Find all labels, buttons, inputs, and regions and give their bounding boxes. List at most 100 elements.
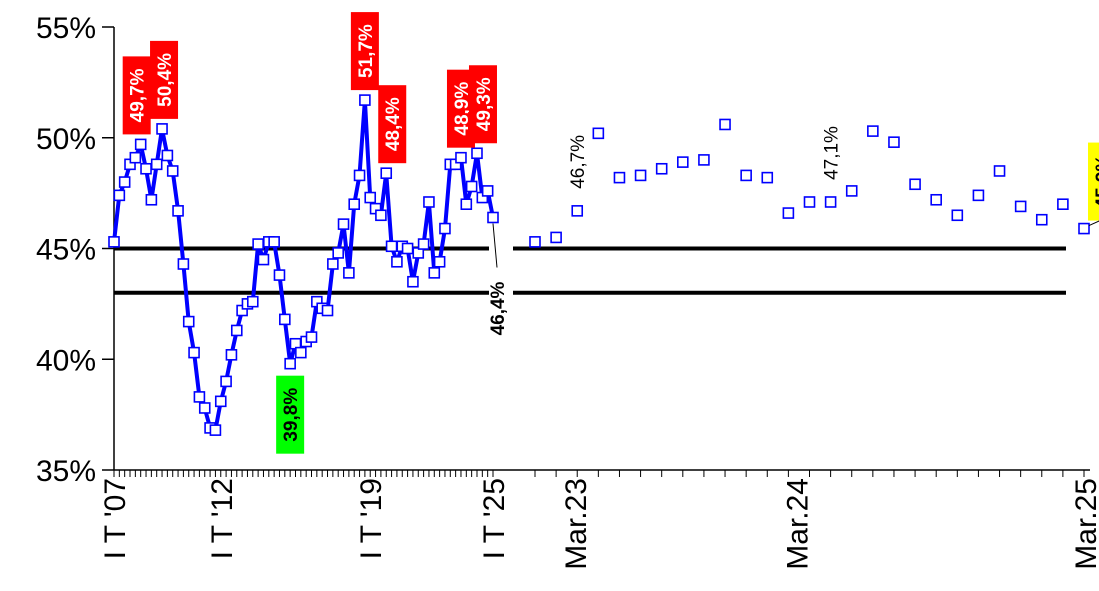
data-point <box>108 236 120 248</box>
data-label-box <box>468 65 497 144</box>
data-markers <box>108 94 1090 436</box>
leader-line <box>1088 220 1099 227</box>
data-point <box>1035 213 1048 226</box>
data-point <box>460 198 473 210</box>
data-point <box>246 295 259 308</box>
data-point <box>761 171 774 184</box>
data-point <box>428 267 441 279</box>
data-point <box>214 395 227 408</box>
data-point <box>284 357 296 370</box>
y-tick-label: 40% <box>36 344 96 377</box>
data-point <box>423 196 435 208</box>
y-tick-label: 45% <box>36 234 96 267</box>
data-point <box>172 205 184 217</box>
data-point <box>257 253 270 266</box>
data-point <box>465 180 478 193</box>
data-label: 50,4% <box>155 53 176 107</box>
data-label-box <box>1088 142 1099 221</box>
data-point <box>571 205 584 217</box>
data-point <box>193 391 206 403</box>
data-point <box>166 165 179 177</box>
data-point <box>161 149 174 162</box>
data-label: 47,1% <box>822 126 843 180</box>
x-tick-label: Mar.24 <box>781 478 814 570</box>
data-point <box>634 169 647 182</box>
data-point <box>803 196 816 208</box>
x-tick-label: I T '07 <box>99 478 132 559</box>
data-label-box <box>276 375 305 454</box>
data-point <box>375 209 387 222</box>
data-label: 45,9% <box>1093 155 1099 209</box>
data-point <box>129 151 142 164</box>
data-label: 46,4% <box>488 281 509 335</box>
data-point <box>782 207 795 219</box>
data-point <box>252 238 264 250</box>
data-point <box>140 162 152 175</box>
data-point <box>613 171 626 184</box>
data-point <box>481 185 494 197</box>
data-label-box <box>122 56 151 135</box>
data-point <box>698 154 710 166</box>
data-point <box>888 136 900 148</box>
data-point <box>209 424 222 436</box>
data-point <box>740 169 752 182</box>
data-point <box>113 189 126 202</box>
data-point <box>867 125 879 137</box>
data-point <box>993 165 1006 177</box>
data-point <box>327 258 339 270</box>
data-labels: 49,7% 50,4% 39,8% 51,7% 48,4% 48,9% 49,3% 46,4%… <box>122 12 1099 454</box>
x-tick-label: Mar.25 <box>1070 478 1099 570</box>
data-point <box>182 315 195 328</box>
x-tick-label: Mar.23 <box>560 478 593 570</box>
data-point <box>230 324 243 337</box>
data-point <box>134 138 147 151</box>
data-point <box>343 267 355 279</box>
data-label: 48,4% <box>383 97 404 151</box>
data-point <box>471 147 483 160</box>
y-tick-label: 55% <box>36 12 96 45</box>
data-point <box>198 402 211 414</box>
leader-line <box>492 223 498 268</box>
data-point <box>188 346 200 359</box>
data-point <box>1078 222 1090 235</box>
data-point <box>407 275 419 288</box>
data-point <box>951 209 964 222</box>
data-point <box>118 176 131 188</box>
data-label: 49,3% <box>474 77 495 131</box>
y-tick-label: 50% <box>36 123 96 156</box>
x-tick-label: I T '12 <box>206 478 239 559</box>
data-point <box>332 247 344 259</box>
data-point <box>321 304 334 317</box>
data-point <box>380 167 393 179</box>
data-point <box>225 349 238 361</box>
data-point <box>359 94 371 106</box>
data-point <box>845 185 858 197</box>
data-point <box>295 346 307 359</box>
data-point <box>677 156 689 168</box>
data-label: 39,8% <box>281 388 302 442</box>
data-point <box>268 236 280 248</box>
data-label-box <box>150 40 179 119</box>
data-point <box>305 331 318 343</box>
data-label-box <box>378 85 407 164</box>
x-tick-label: I T '19 <box>355 478 388 559</box>
data-point <box>455 151 467 164</box>
data-label: 46,7% <box>568 135 589 189</box>
data-point <box>592 127 605 140</box>
data-point <box>529 236 541 248</box>
data-point <box>930 193 942 206</box>
data-point <box>385 240 398 253</box>
reference-lines <box>114 246 1066 295</box>
data-point <box>550 231 562 244</box>
data-point <box>391 255 403 268</box>
data-point <box>972 189 985 202</box>
data-point <box>1014 200 1027 213</box>
data-point <box>150 158 163 171</box>
data-point <box>401 242 414 255</box>
data-point <box>824 196 837 208</box>
data-point <box>177 258 190 270</box>
data-point <box>655 162 668 175</box>
data-point <box>909 178 921 191</box>
data-point <box>279 313 291 326</box>
